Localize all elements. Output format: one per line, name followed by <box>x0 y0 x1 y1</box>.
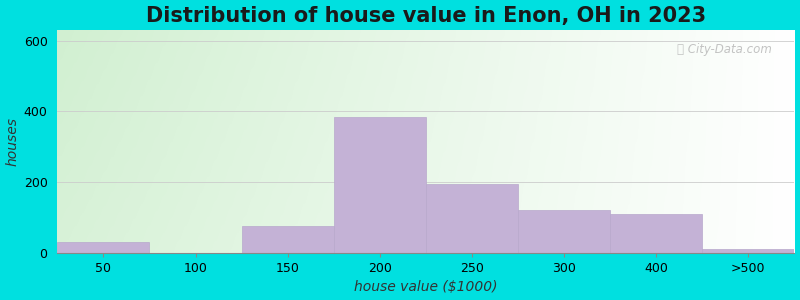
Title: Distribution of house value in Enon, OH in 2023: Distribution of house value in Enon, OH … <box>146 6 706 26</box>
Y-axis label: houses: houses <box>6 117 19 166</box>
X-axis label: house value ($1000): house value ($1000) <box>354 280 498 294</box>
Bar <box>518 210 610 253</box>
Bar <box>702 249 794 253</box>
Bar <box>334 117 426 253</box>
Bar <box>610 214 702 253</box>
Bar <box>58 242 150 253</box>
Text: ⓘ City-Data.com: ⓘ City-Data.com <box>678 43 772 56</box>
Bar <box>242 226 334 253</box>
Bar <box>426 184 518 253</box>
